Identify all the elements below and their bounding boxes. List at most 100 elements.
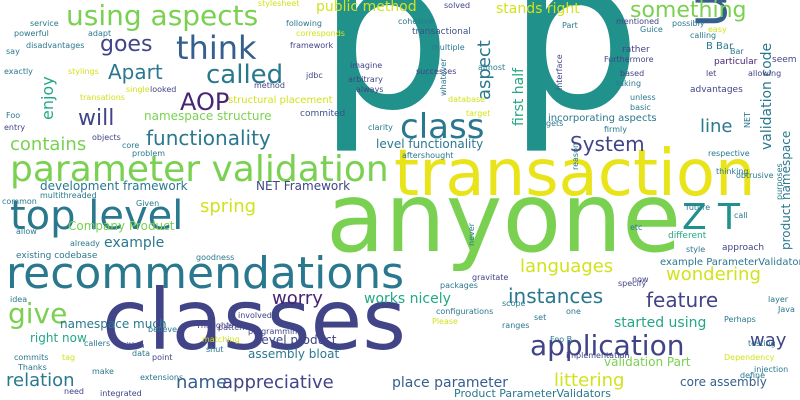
- cloud-word: configurations: [436, 307, 494, 316]
- cloud-word: implementation: [566, 351, 630, 360]
- cloud-word: database: [448, 95, 486, 104]
- cloud-word: Thanks: [18, 363, 47, 372]
- cloud-word: need: [64, 387, 84, 396]
- cloud-word: name: [176, 372, 228, 393]
- cloud-word: obtrusive: [736, 171, 774, 180]
- cloud-word: core: [122, 141, 140, 150]
- cloud-word: cohesive: [398, 17, 434, 26]
- cloud-word: objects: [92, 133, 121, 142]
- cloud-word: goes: [100, 32, 153, 57]
- cloud-word: Please: [432, 317, 458, 326]
- cloud-word: Foo: [6, 111, 21, 120]
- cloud-word: level functionality: [376, 137, 484, 151]
- cloud-word: future: [686, 203, 711, 212]
- cloud-word: different: [668, 231, 707, 241]
- cloud-word: existing codebase: [16, 251, 98, 261]
- cloud-word: easy: [708, 25, 727, 34]
- cloud-word: called: [206, 60, 284, 90]
- cloud-word: mentioned: [616, 17, 660, 26]
- cloud-word: define: [740, 371, 766, 380]
- cloud-word: using aspects: [66, 0, 259, 32]
- cloud-word: within: [120, 341, 145, 350]
- cloud-word: patterns: [218, 323, 252, 332]
- cloud-word: never: [467, 223, 476, 246]
- cloud-word: entry: [4, 123, 26, 132]
- cloud-word: possibly: [672, 19, 705, 28]
- cloud-word: set: [534, 313, 547, 322]
- cloud-word: allow: [16, 227, 37, 236]
- cloud-word: languages: [520, 256, 614, 277]
- cloud-word: advantages: [690, 85, 743, 95]
- cloud-word: p: [318, 0, 452, 157]
- cloud-word: looked: [150, 85, 177, 94]
- cloud-word: Perhaps: [724, 315, 756, 324]
- cloud-word: approach: [722, 243, 765, 253]
- cloud-word: based: [620, 69, 645, 78]
- cloud-word: instances: [508, 284, 604, 308]
- cloud-word: etc: [630, 223, 643, 232]
- cloud-word: respective: [708, 149, 750, 158]
- cloud-word: example: [104, 235, 165, 251]
- cloud-word: problem: [132, 149, 166, 158]
- cloud-word: wondering: [666, 264, 761, 285]
- cloud-word: first half: [511, 67, 527, 126]
- cloud-word: T: [718, 197, 740, 238]
- cloud-word: assembly bloat: [248, 347, 340, 361]
- cloud-word: Furthermore: [604, 55, 654, 64]
- cloud-word: thinking: [716, 167, 749, 176]
- cloud-word: arbitrary: [348, 75, 383, 84]
- cloud-word: extensions: [140, 373, 184, 382]
- cloud-word: framework: [290, 41, 334, 50]
- cloud-word: NET Framework: [256, 179, 351, 193]
- cloud-word: basic: [630, 103, 651, 112]
- cloud-word: example ParameterValidators: [660, 257, 800, 268]
- cloud-word: core assembly: [680, 375, 767, 389]
- cloud-word: line: [700, 116, 733, 137]
- cloud-word: way: [750, 330, 787, 351]
- cloud-word: matching: [202, 335, 240, 344]
- cloud-word: think: [176, 29, 257, 67]
- cloud-word: say: [6, 47, 20, 56]
- cloud-word: incorporating aspects: [548, 113, 657, 124]
- cloud-word: gets: [546, 119, 564, 128]
- cloud-word: almost: [478, 63, 506, 72]
- cloud-word: solved: [444, 1, 471, 10]
- cloud-word: Given: [136, 199, 160, 208]
- cloud-word: testing: [748, 339, 776, 348]
- cloud-word: target: [466, 109, 491, 118]
- cloud-word: purposes: [775, 163, 784, 200]
- cloud-word: validation Part: [604, 355, 691, 369]
- cloud-word: injection: [754, 365, 789, 374]
- cloud-word: Company Product: [68, 219, 175, 233]
- cloud-word: multiple: [432, 43, 465, 52]
- cloud-word: let: [706, 69, 717, 78]
- cloud-word: point: [152, 353, 173, 362]
- cloud-word: B Bar: [706, 41, 734, 52]
- cloud-word: functionality: [146, 126, 271, 150]
- cloud-word: littering: [554, 370, 625, 391]
- cloud-word: classes: [102, 271, 406, 369]
- cloud-word: aftershought: [402, 151, 454, 160]
- cloud-word: imagine: [350, 61, 383, 70]
- cloud-word: public method: [316, 0, 417, 15]
- cloud-word: make: [92, 367, 114, 376]
- cloud-word: stylesheet: [258, 0, 300, 8]
- cloud-word: disadvantages: [26, 41, 85, 50]
- cloud-word: unless: [630, 93, 656, 102]
- cloud-word: style: [686, 245, 706, 254]
- cloud-word: development framework: [40, 179, 188, 193]
- cloud-word: scope: [502, 299, 526, 308]
- cloud-word: powerful: [14, 29, 49, 38]
- cloud-word: works nicely: [364, 291, 451, 307]
- cloud-word: believe: [148, 325, 178, 334]
- cloud-word: multithreaded: [40, 191, 97, 200]
- cloud-word: always: [356, 85, 384, 94]
- cloud-word: Foo B: [550, 335, 573, 344]
- cloud-word: class: [400, 107, 485, 147]
- cloud-word: following: [286, 19, 322, 28]
- cloud-word: interface: [555, 54, 564, 90]
- cloud-word: corresponds: [296, 29, 345, 38]
- cloud-word: NET: [743, 112, 752, 128]
- cloud-word: now: [632, 275, 649, 284]
